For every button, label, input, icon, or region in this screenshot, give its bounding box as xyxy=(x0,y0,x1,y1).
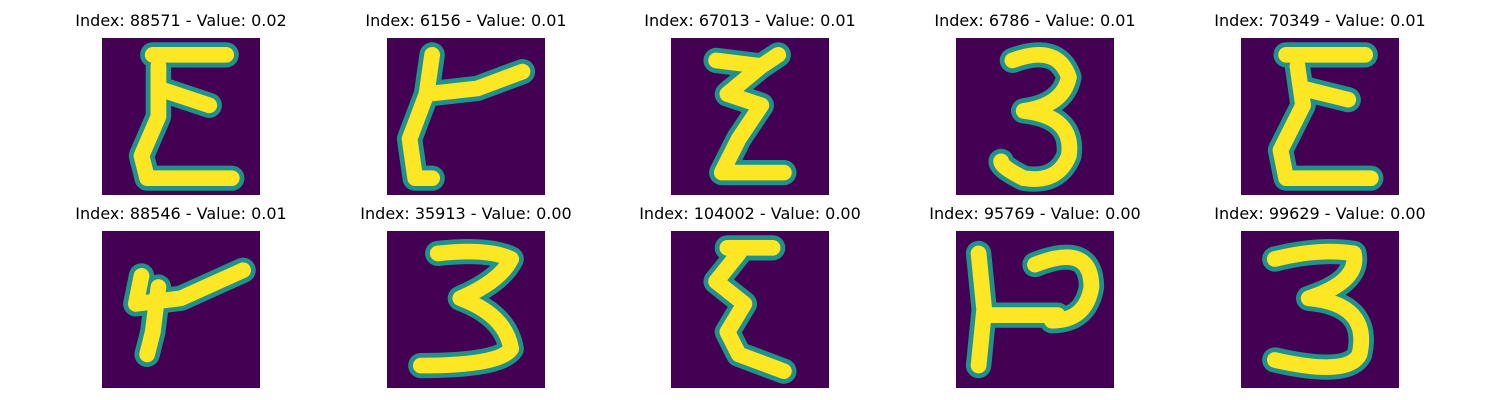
handwritten-glyph xyxy=(408,238,524,379)
panel-title: Index: 88571 - Value: 0.02 xyxy=(75,11,287,30)
handwritten-glyph xyxy=(396,42,536,191)
handwritten-glyph xyxy=(123,257,256,367)
panel-title: Index: 6156 - Value: 0.01 xyxy=(365,11,567,30)
digit-image xyxy=(102,38,260,195)
handwritten-glyph xyxy=(988,42,1083,192)
panel-title: Index: 6786 - Value: 0.01 xyxy=(934,11,1136,30)
panel-title: Index: 67013 - Value: 0.01 xyxy=(644,11,856,30)
handwritten-glyph xyxy=(703,42,797,186)
digit-image xyxy=(671,38,829,195)
handwritten-glyph xyxy=(1267,42,1384,191)
digit-image xyxy=(671,231,829,388)
digit-image xyxy=(102,231,260,388)
handwritten-glyph xyxy=(1262,238,1374,380)
digit-image xyxy=(956,231,1114,388)
digit-image xyxy=(1241,231,1399,388)
digit-image xyxy=(387,38,545,195)
panel-title: Index: 88546 - Value: 0.01 xyxy=(75,204,287,223)
panel-title: Index: 70349 - Value: 0.01 xyxy=(1214,11,1426,30)
panel-title: Index: 95769 - Value: 0.00 xyxy=(929,204,1141,223)
panel-title: Index: 99629 - Value: 0.00 xyxy=(1214,204,1426,223)
digit-image xyxy=(956,38,1114,195)
digit-image xyxy=(1241,38,1399,195)
panel-title: Index: 35913 - Value: 0.00 xyxy=(360,204,572,223)
handwritten-glyph xyxy=(703,235,797,384)
handwritten-glyph xyxy=(965,240,1105,379)
panel-title: Index: 104002 - Value: 0.00 xyxy=(639,204,861,223)
digit-image xyxy=(387,231,545,388)
handwritten-glyph xyxy=(128,42,245,191)
